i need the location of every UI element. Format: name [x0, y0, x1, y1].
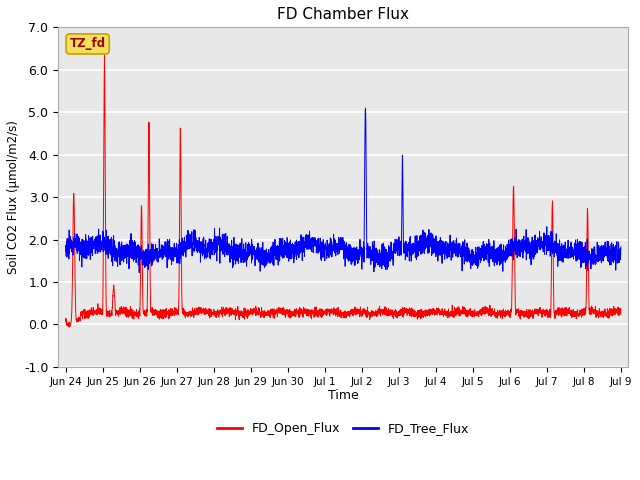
- X-axis label: Time: Time: [328, 389, 358, 402]
- Legend: FD_Open_Flux, FD_Tree_Flux: FD_Open_Flux, FD_Tree_Flux: [212, 418, 474, 440]
- Text: TZ_fd: TZ_fd: [70, 37, 106, 50]
- Y-axis label: Soil CO2 Flux (μmol/m2/s): Soil CO2 Flux (μmol/m2/s): [7, 120, 20, 274]
- Title: FD Chamber Flux: FD Chamber Flux: [277, 7, 409, 22]
